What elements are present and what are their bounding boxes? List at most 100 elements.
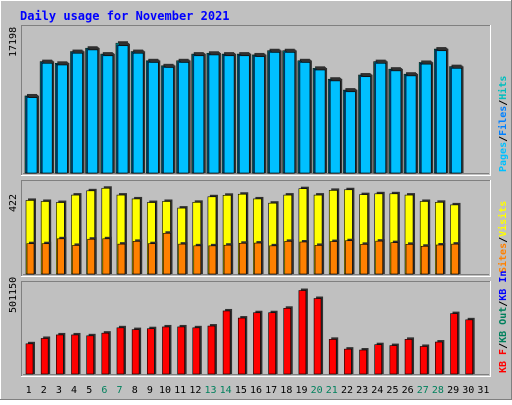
bar-pages-day-24 bbox=[375, 63, 387, 174]
x-tick-label: 2 bbox=[41, 385, 47, 396]
panel-middle: 422 Sites/Visits bbox=[8, 180, 509, 277]
bar-sites-day-24 bbox=[375, 240, 384, 275]
bar-sites-day-6 bbox=[102, 238, 111, 275]
x-tick-label: 18 bbox=[280, 385, 292, 396]
x-tick-label: 17 bbox=[265, 385, 277, 396]
bar-kb-f-day-1 bbox=[25, 343, 34, 375]
bar-kb-f-day-30 bbox=[465, 319, 473, 375]
panel-legend: Pages/Files/Hits bbox=[497, 76, 509, 172]
legend-item: / bbox=[498, 136, 509, 142]
y-max-label: 501150 bbox=[8, 277, 19, 313]
bar-pages-day-21 bbox=[329, 80, 341, 174]
x-tick-label: 8 bbox=[132, 385, 138, 396]
panel-legend: KB F/KB Out/KB In bbox=[498, 271, 509, 373]
bar-pages-day-28 bbox=[436, 50, 447, 174]
x-tick-label: 29 bbox=[447, 385, 459, 396]
bar-sites-day-28 bbox=[436, 244, 444, 275]
bar-pages-day-9 bbox=[147, 62, 159, 174]
bar-kb-f-day-6 bbox=[101, 332, 110, 375]
bar-kb-f-day-19 bbox=[298, 290, 307, 375]
legend-item: KB Out bbox=[498, 307, 509, 343]
bar-sites-day-26 bbox=[405, 244, 414, 275]
x-tick-label: 6 bbox=[101, 385, 107, 396]
bar-kb-f-day-15 bbox=[237, 317, 246, 375]
bar-pages-day-11 bbox=[178, 62, 189, 174]
x-tick-label: 1 bbox=[26, 385, 32, 396]
bar-pages-day-29 bbox=[451, 68, 462, 174]
bar-sites-day-23 bbox=[360, 244, 368, 275]
bar-sites-day-12 bbox=[193, 245, 202, 275]
bar-kb-f-day-27 bbox=[419, 346, 428, 375]
x-tick-label: 7 bbox=[117, 385, 123, 396]
x-tick-label: 3 bbox=[56, 385, 62, 396]
x-tick-label: 30 bbox=[462, 385, 474, 396]
x-tick-label: 16 bbox=[250, 385, 262, 396]
bar-pages-day-8 bbox=[132, 52, 144, 174]
bar-kb-f-day-25 bbox=[389, 345, 398, 375]
bar-sites-day-17 bbox=[269, 245, 277, 275]
bar-sites-day-19 bbox=[299, 241, 308, 275]
bar-sites-day-3 bbox=[57, 238, 65, 275]
bar-kb-f-day-22 bbox=[344, 348, 352, 375]
bar-kb-f-day-10 bbox=[162, 326, 170, 375]
y-max-label: 17198 bbox=[8, 27, 19, 57]
bar-sites-day-22 bbox=[345, 240, 353, 275]
x-tick-label: 9 bbox=[147, 385, 153, 396]
legend-item: KB In bbox=[498, 271, 509, 301]
bar-sites-day-1 bbox=[26, 243, 35, 275]
x-tick-label: 20 bbox=[311, 385, 323, 396]
bar-pages-day-4 bbox=[72, 52, 83, 174]
bar-kb-f-day-13 bbox=[207, 325, 216, 375]
bar-pages-day-27 bbox=[420, 63, 432, 174]
x-tick-label: 4 bbox=[71, 385, 77, 396]
x-tick-label: 5 bbox=[86, 385, 92, 396]
bar-sites-day-29 bbox=[451, 243, 459, 275]
legend-item: Sites bbox=[497, 243, 509, 273]
bar-pages-day-6 bbox=[102, 55, 114, 174]
legend-item: Visits bbox=[497, 201, 509, 237]
bar-pages-day-7 bbox=[117, 45, 129, 174]
bar-sites-day-2 bbox=[41, 243, 50, 275]
x-tick-label: 31 bbox=[477, 385, 489, 396]
bar-kb-f-day-14 bbox=[222, 310, 231, 375]
x-tick-label: 24 bbox=[371, 385, 383, 396]
x-tick-label: 27 bbox=[417, 385, 429, 396]
bar-pages-day-17 bbox=[269, 52, 280, 174]
bar-pages-day-16 bbox=[254, 56, 265, 174]
bar-sites-day-7 bbox=[117, 243, 126, 275]
bar-sites-day-11 bbox=[178, 243, 186, 275]
bar-kb-f-day-21 bbox=[328, 339, 337, 375]
bar-sites-day-20 bbox=[314, 245, 323, 275]
x-tick-label: 22 bbox=[341, 385, 353, 396]
bar-kb-f-day-23 bbox=[359, 349, 367, 375]
bar-sites-day-10 bbox=[163, 232, 171, 275]
x-tick-label: 13 bbox=[204, 385, 216, 396]
bar-sites-day-15 bbox=[238, 242, 247, 275]
bar-kb-f-day-11 bbox=[177, 326, 185, 375]
bar-pages-day-3 bbox=[57, 64, 68, 174]
legend-item: KB F bbox=[498, 349, 509, 373]
bar-pages-day-25 bbox=[390, 70, 402, 174]
legend-item: Hits bbox=[497, 76, 509, 100]
x-tick-label: 28 bbox=[432, 385, 444, 396]
bar-sites-day-4 bbox=[72, 245, 80, 275]
bar-kb-f-day-17 bbox=[268, 312, 276, 375]
legend-item: / bbox=[498, 301, 509, 307]
bar-sites-day-25 bbox=[390, 242, 399, 275]
bar-kb-f-day-9 bbox=[146, 328, 155, 375]
x-tick-label: 14 bbox=[220, 385, 232, 396]
legend-item: Pages bbox=[498, 142, 509, 172]
bar-kb-f-day-18 bbox=[283, 307, 292, 375]
bar-sites-day-5 bbox=[87, 238, 95, 275]
x-tick-label: 21 bbox=[326, 385, 338, 396]
x-tick-label: 15 bbox=[235, 385, 247, 396]
bar-sites-day-16 bbox=[254, 242, 262, 275]
bar-pages-day-23 bbox=[360, 76, 371, 174]
bar-sites-day-18 bbox=[284, 241, 293, 275]
bar-kb-f-day-3 bbox=[56, 334, 64, 375]
bar-pages-day-19 bbox=[299, 62, 311, 174]
bar-kb-f-day-2 bbox=[40, 338, 49, 375]
bar-kb-f-day-12 bbox=[192, 327, 201, 375]
bar-pages-day-13 bbox=[208, 54, 220, 174]
